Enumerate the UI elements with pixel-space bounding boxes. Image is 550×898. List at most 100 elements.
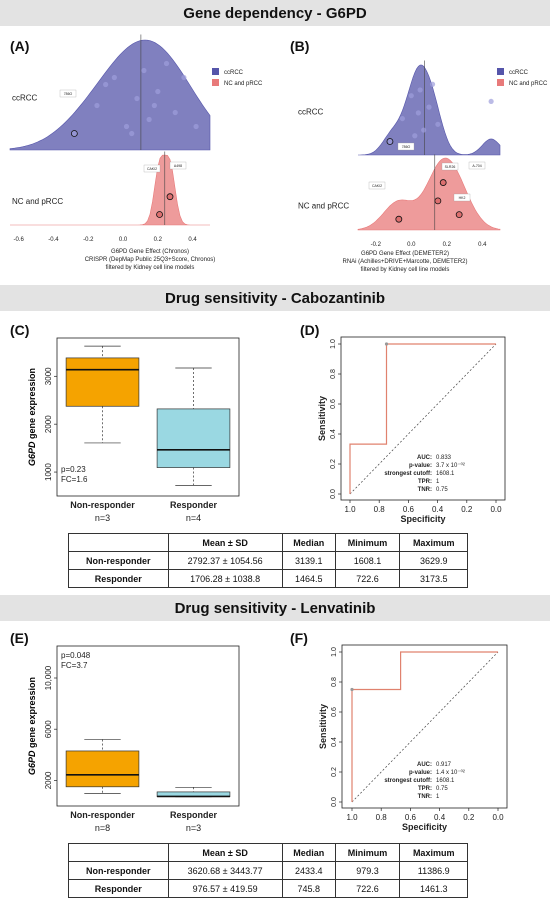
y-axis-label-gene: G6PD [27, 439, 37, 466]
table-header-row: Mean ± SD Median Minimum Maximum [68, 533, 468, 552]
y-tick-label: 2000 [44, 771, 53, 789]
roc-stat-key: p-value: [409, 770, 432, 776]
y-axis-label: G6PD gene expression [27, 677, 37, 775]
section-title-gene-dependency: Gene dependency - G6PD [0, 0, 550, 26]
y-axis-label-text: gene expression [27, 677, 37, 748]
caption-line-a: CRISPR (DepMap Public 25Q3+Score, Chrono… [85, 257, 216, 263]
data-point [103, 81, 109, 88]
x-tick-label: 0.0 [490, 505, 502, 514]
n-label: n=4 [186, 513, 201, 523]
roc-stat-key: TPR: [418, 479, 432, 485]
table-cell: 722.6 [334, 569, 401, 588]
legend-swatch-ccrcc [212, 68, 219, 75]
x-tick-label: 0.4 [188, 237, 197, 243]
point-label-box [368, 181, 386, 190]
table-header-cell [68, 843, 169, 862]
legend-swatch-nc-prcc [497, 79, 504, 86]
panel-label-d: (D) [300, 322, 320, 338]
data-point [94, 102, 100, 109]
data-point [434, 197, 442, 205]
plot-frame [341, 644, 508, 809]
box-non-responder [65, 750, 140, 788]
y-tick-label: 0.8 [330, 369, 337, 379]
table-cell: 976.57 ± 419.59 [167, 879, 283, 898]
y-axis-label: G6PD gene expression [27, 368, 37, 466]
cutoff-point [350, 687, 354, 692]
y-group-label-nc-prcc: NC and pRCC [298, 201, 349, 210]
caption-line-a: G6PD Gene Effect (Chronos) [111, 249, 189, 255]
panel-label-c: (C) [10, 322, 30, 338]
x-tick-label: -0.4 [48, 237, 59, 243]
x-axis-label: Specificity [402, 822, 447, 832]
x-category-label: Non-responder [70, 500, 135, 510]
x-tick-label: 0.2 [154, 237, 163, 243]
density-area-ccrcc [358, 64, 501, 156]
point-label: SLR26 [445, 165, 456, 169]
table-cell: 722.6 [334, 879, 401, 898]
y-axis-label-text: gene expression [27, 368, 37, 439]
table-cell: 1464.5 [281, 569, 336, 588]
point-label: CAKI2 [372, 184, 382, 188]
data-point [163, 60, 170, 67]
panel-label-e: (E) [10, 630, 29, 646]
point-label: 786O [64, 92, 73, 96]
data-point [455, 211, 463, 219]
y-tick-label: 0.4 [330, 429, 337, 439]
x-tick-label: 0.2 [463, 813, 475, 822]
point-label: HK2 [459, 196, 466, 200]
x-tick-label: 0.2 [461, 505, 473, 514]
y-group-label-nc-prcc: NC and pRCC [12, 197, 63, 206]
data-point [156, 211, 163, 218]
y-tick-label: 0.2 [330, 459, 337, 469]
table-cell: Responder [68, 879, 169, 898]
table-row: Non-responder 2792.37 ± 1054.56 3139.1 1… [68, 551, 468, 570]
y-axis-label-gene: G6PD [27, 748, 37, 775]
y-group-label-ccrcc: ccRCC [298, 108, 324, 117]
y-axis-label: Sensitivity [317, 396, 327, 441]
legend-label-nc-prcc: NC and pRCC [224, 81, 263, 87]
plot-frame [56, 645, 240, 807]
x-tick-label: 0.0 [492, 813, 504, 822]
stat-text: FC=1.6 [61, 475, 88, 484]
panel-label-b: (B) [290, 38, 310, 54]
roc-stat-key: TNR: [418, 794, 432, 800]
cabozantinib-stats-table: Mean ± SD Median Minimum Maximum Non-res… [68, 533, 468, 588]
x-tick-label: -0.2 [83, 237, 94, 243]
point-label: A-704 [472, 164, 481, 168]
y-tick-label: 1.0 [330, 339, 337, 349]
stat-text: p=0.048 [61, 651, 91, 660]
point-label: A498 [174, 164, 182, 168]
data-point [399, 115, 405, 122]
roc-stat-value: 3.7 x 10⁻⁰² [436, 462, 465, 469]
data-point [146, 116, 152, 123]
point-label-box [468, 161, 486, 170]
plot-frame [340, 336, 506, 501]
y-group-label-ccrcc: ccRCC [12, 94, 38, 103]
box-responder [156, 408, 231, 468]
roc-stat-key: p-value: [409, 463, 432, 469]
panel-label-a: (A) [10, 38, 30, 54]
y-tick-label: 2000 [44, 415, 53, 433]
data-point [141, 67, 147, 74]
data-point [166, 193, 174, 201]
data-point [429, 81, 436, 87]
table-header-row: Mean ± SD Median Minimum Maximum [68, 843, 468, 862]
y-tick-label: 0.2 [331, 767, 338, 777]
y-tick-label: 6000 [44, 720, 53, 738]
table-cell: 2792.37 ± 1054.56 [167, 551, 283, 570]
data-point [111, 74, 117, 81]
section-title-lenvatinib: Drug sensitivity - Lenvatinib [0, 595, 550, 621]
table-row: Responder 1706.28 ± 1038.8 1464.5 722.6 … [68, 569, 468, 588]
point-label: 786O [402, 145, 411, 149]
data-point [395, 215, 403, 223]
point-label-box [169, 161, 187, 170]
table-cell: Non-responder [68, 551, 169, 570]
x-tick-label: -0.2 [371, 242, 382, 248]
table-cell: 745.8 [281, 879, 336, 898]
caption-line-b: G6PD Gene Effect (DEMETER2) [361, 251, 449, 257]
x-axis-label: Specificity [400, 514, 445, 524]
table-cell: 1608.1 [334, 551, 401, 570]
x-tick-label: 0.4 [434, 813, 446, 822]
section-title-cabozantinib: Drug sensitivity - Cabozantinib [0, 285, 550, 311]
table-cell: 2433.4 [281, 861, 336, 880]
